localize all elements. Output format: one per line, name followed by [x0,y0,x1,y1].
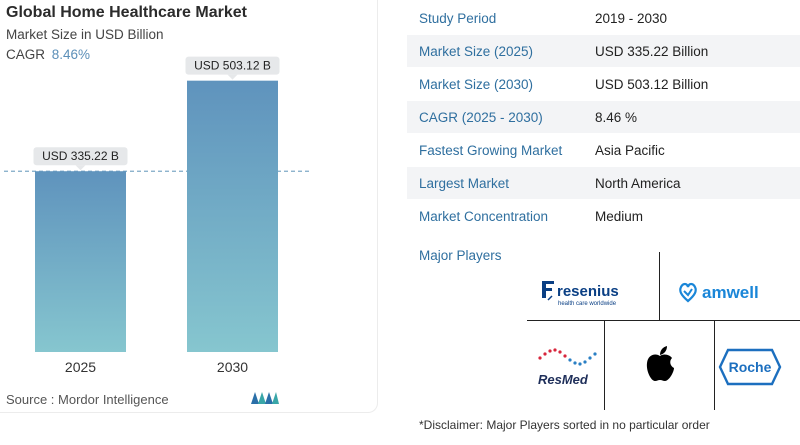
info-label: Largest Market [419,175,510,191]
info-value: North America [595,175,681,191]
apple-box-left [604,320,605,410]
cagr-value: 8.46% [51,47,91,62]
chart-card: USD 335.22 B 2025 USD 503.12 B 2030 Global … [0,0,378,413]
info-value: 8.46 % [595,109,638,125]
fresenius-logo: resenius health care worldwide [540,278,630,308]
info-label: Market Size (2025) [419,43,534,59]
info-label: Market Size (2030) [419,76,534,92]
bar-2030 [187,80,278,353]
data-label-2025: USD 335.22 B [33,147,128,171]
info-row: Market Size (2025) USD 335.22 Billion [407,35,800,68]
disclaimer-text: *Disclaimer: Major Players sorted in no … [419,418,710,432]
apple-box-top [604,320,715,321]
info-label: Market Concentration [419,208,549,224]
bar-chart: USD 335.22 B 2025 USD 503.12 B 2030 [4,56,312,375]
amwell-logo: amwell [678,280,770,306]
info-label: CAGR (2025 - 2030) [419,109,543,125]
info-value: Asia Pacific [595,142,665,158]
info-value: USD 335.22 Billion [595,43,709,59]
cagr-line: CAGR 8.46% [6,47,90,62]
market-info-table: Study Period 2019 - 2030 Market Size (2025… [407,2,800,233]
x-tick-label-2030: 2030 [217,359,248,375]
x-tick-label-2025: 2025 [65,359,96,375]
info-row: CAGR (2025 - 2030) 8.46 % [407,101,800,134]
mordor-intelligence-logo [251,392,279,404]
info-row: Fastest Growing Market Asia Pacific [407,134,800,167]
apple-logo [642,344,678,384]
players-divider-horizontal-right [714,320,800,321]
apple-box-right [714,320,715,410]
data-label-text: USD 335.22 B [42,149,119,163]
roche-logo: Roche [718,348,782,386]
svg-text:resenius: resenius [557,283,619,300]
info-value: USD 503.12 Billion [595,76,709,92]
svg-text:health care worldwide: health care worldwide [558,301,617,307]
info-label: Fastest Growing Market [419,142,563,158]
chart-subtitle: Market Size in USD Billion [6,27,164,42]
source-text: Source : Mordor Intelligence [6,392,169,407]
info-row: Market Size (2030) USD 503.12 Billion [407,68,800,101]
cagr-label: CAGR [6,47,46,62]
info-label: Study Period [419,10,497,26]
bar-2025 [35,171,126,352]
svg-text:Roche: Roche [729,359,772,375]
major-players-title: Major Players [419,248,502,263]
svg-text:ResMed: ResMed [538,372,589,387]
players-divider-horizontal-left [527,320,604,321]
info-row: Largest Market North America [407,167,800,200]
info-value: 2019 - 2030 [595,10,668,26]
players-divider-vertical-top [659,252,660,320]
data-label-2030: USD 503.12 B [185,56,280,80]
chart-title: Global Home Healthcare Market [6,4,247,21]
info-row: Study Period 2019 - 2030 [407,2,800,35]
data-label-text: USD 503.12 B [194,59,271,73]
info-value: Medium [595,208,644,224]
svg-text:amwell: amwell [702,283,759,302]
info-row: Market Concentration Medium [407,200,800,233]
resmed-logo: ResMed [536,344,600,388]
